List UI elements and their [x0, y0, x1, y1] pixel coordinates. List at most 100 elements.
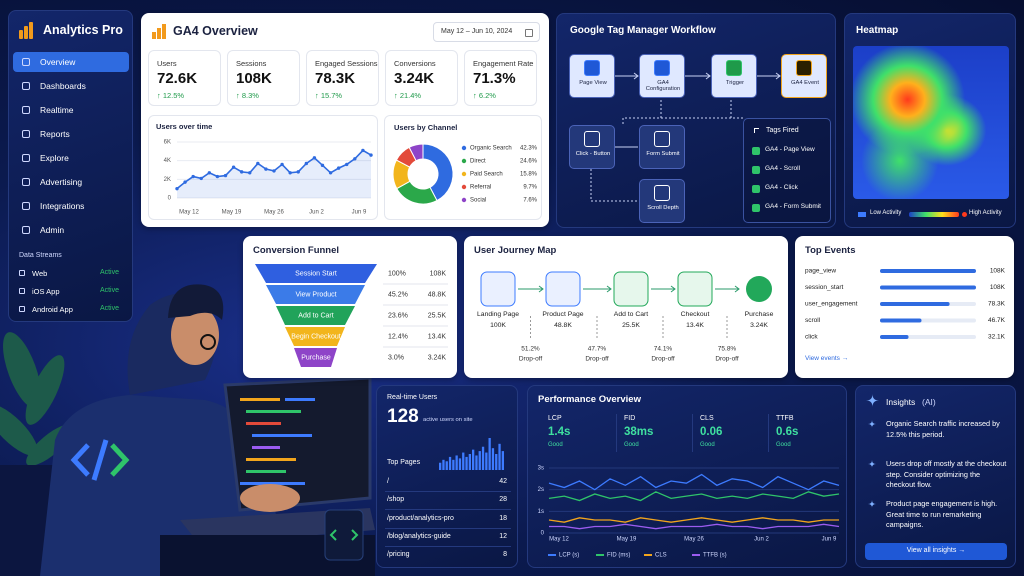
gtm-arrows: [590, 72, 781, 202]
journey-links: 51.2% Drop-off 47.7% Drop-off 74.1% Drop-off 7…: [477, 271, 774, 363]
node-icon: [654, 131, 670, 147]
date-range: May 12 – Jun 10, 2024: [441, 28, 513, 35]
realtime-count: 128: [387, 406, 419, 427]
stream-icon: [19, 270, 25, 276]
users-point: [175, 186, 179, 191]
legend-label: Paid Search: [470, 172, 503, 178]
nav-item[interactable]: Advertising: [13, 172, 129, 192]
kpi-value: 3.24K: [394, 70, 435, 87]
high-label: High Activity: [969, 210, 1002, 216]
x-tick-label: May 12: [549, 537, 569, 543]
node-label: Click - Button: [575, 151, 611, 157]
mug-logo: [329, 529, 359, 541]
stream-icon: [19, 288, 25, 294]
journey-step-count: 3.24K: [750, 322, 768, 329]
y-tick-label: 3s: [538, 466, 544, 472]
node-icon: [584, 60, 600, 76]
hoodie-logo: [110, 443, 130, 477]
funnel-step-name: View Product: [295, 291, 336, 298]
spark-bar: [458, 458, 462, 470]
kpi-label: Conversions: [394, 59, 436, 68]
hoodie-logo: [70, 443, 90, 477]
value-label: 15.8%: [520, 172, 538, 178]
stream-icon: [19, 306, 25, 312]
overview-title: GA4 Overview: [173, 24, 258, 38]
overview-card: GA4 Overview May 12 – Jun 10, 2024 Users 72…: [141, 13, 549, 227]
stream-status: Active: [99, 269, 119, 276]
streams-title: Data Streams: [19, 252, 62, 259]
x-tick-label: Jun 9: [352, 210, 367, 216]
metric-status: Good: [776, 442, 791, 448]
heatmap-title: Heatmap: [856, 25, 899, 36]
users-point: [345, 162, 349, 167]
funnel-title: Conversion Funnel: [253, 245, 340, 256]
value-label: 42.3%: [520, 146, 538, 152]
row-divider: [385, 509, 511, 511]
metric-name: CLS: [700, 415, 714, 422]
event-name: page_view: [805, 268, 836, 275]
sparkle: [868, 460, 876, 468]
insights-button-label: View all insights →: [906, 547, 966, 554]
nav-item[interactable]: Explore: [13, 148, 129, 168]
ga4-logo: [152, 32, 156, 39]
value-label: 108K: [990, 268, 1006, 275]
users-point: [288, 171, 292, 175]
spark-bar: [465, 456, 468, 470]
funnel-step-name: Purchase: [301, 354, 331, 361]
nav-icon: [22, 178, 30, 186]
spark-bar: [439, 462, 442, 470]
nav-item[interactable]: Dashboards: [13, 76, 129, 96]
legend-dot: [461, 158, 467, 164]
users-point: [328, 171, 333, 175]
x-tick-label: May 12: [179, 210, 199, 216]
nav-icon: [22, 154, 30, 162]
funnel-step-name: Begin Checkout: [291, 333, 340, 340]
funnel-percent: 45.2%: [388, 291, 408, 298]
nav-item[interactable]: Admin: [13, 220, 129, 240]
spark-bar: [501, 451, 504, 470]
y-tick-label: 2K: [164, 177, 171, 183]
gtm-node: Form Submit: [639, 125, 685, 169]
top-events-card: Top Events page_view 108K session_start 108K…: [795, 236, 1014, 378]
event-name: user_engagement: [805, 301, 858, 308]
legend-label: Social: [470, 198, 486, 204]
nav-label: Integrations: [40, 201, 85, 211]
insight-text: Product page engagement is high. Great t…: [886, 499, 998, 530]
nav-item[interactable]: Overview: [13, 52, 129, 72]
tag-check: [752, 166, 760, 174]
kpi-card: Engagement Rate 71.3% ↑ 6.2%: [464, 50, 537, 106]
legend-label: LCP (s): [559, 553, 579, 559]
nav-item[interactable]: Integrations: [13, 196, 129, 216]
insight-text: Users drop off mostly at the checkout st…: [886, 459, 1007, 490]
gtm-node: Click - Button: [569, 125, 615, 169]
journey-card: User Journey Map 51.2% Drop-off 47.7% Drop-o…: [464, 236, 788, 378]
realtime-card: Real-time Users 128 active users on site To…: [376, 385, 518, 568]
gtm-node: Trigger: [711, 54, 757, 98]
date-picker[interactable]: May 12 – Jun 10, 2024: [433, 22, 540, 42]
journey-step-name: Checkout: [681, 311, 710, 318]
insights-card: Insights (AI) Organic Search traffic incre…: [855, 385, 1016, 568]
view-events-link[interactable]: View events →: [805, 355, 849, 362]
row-divider: [385, 527, 511, 529]
page-path: /pricing: [387, 551, 410, 559]
y-tick-label: 0: [541, 531, 545, 537]
insights-button[interactable]: View all insights →: [865, 543, 1007, 560]
funnel-percent: 12.4%: [388, 333, 408, 340]
node-icon: [726, 60, 742, 76]
illustration: [0, 284, 375, 576]
journey-step-name: Product Page: [542, 311, 583, 318]
kpi-card: Users 72.6K ↑ 12.5%: [148, 50, 221, 106]
kpi-label: Engaged Sessions: [315, 59, 378, 68]
heatmap-card: Heatmap Low Activity High Activity: [844, 13, 1016, 228]
nav-item[interactable]: Realtime: [13, 100, 129, 120]
kpi-change: ↑ 15.7%: [315, 91, 343, 100]
nav-item[interactable]: Reports: [13, 124, 129, 144]
funnel-percent: 23.6%: [388, 312, 408, 319]
page-path: /blog/analytics-guide: [387, 532, 451, 540]
spark-bar: [448, 456, 452, 470]
funnel-step: [266, 285, 365, 304]
users-point: [191, 174, 195, 179]
metric-status: Good: [548, 442, 563, 448]
spark-bar: [455, 455, 458, 470]
funnel-step: [255, 264, 377, 283]
